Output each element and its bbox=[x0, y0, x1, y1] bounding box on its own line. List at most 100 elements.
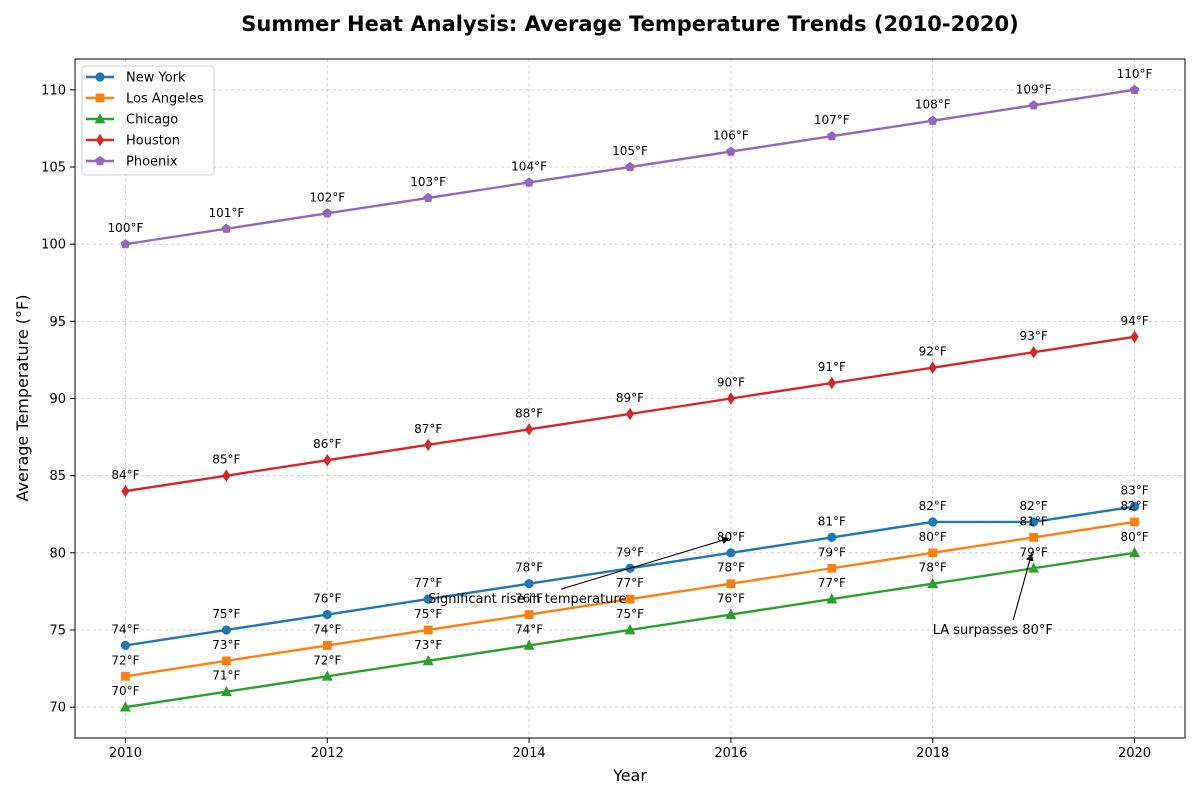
data-label: 79°F bbox=[1020, 545, 1048, 559]
data-label: 86°F bbox=[313, 437, 341, 451]
data-point bbox=[524, 579, 534, 589]
y-tick-label: 80 bbox=[49, 546, 66, 561]
data-point bbox=[524, 610, 534, 619]
data-point bbox=[1029, 345, 1038, 359]
data-point bbox=[524, 177, 534, 187]
data-label: 107°F bbox=[814, 113, 850, 127]
data-label: 76°F bbox=[717, 592, 745, 606]
data-label: 77°F bbox=[616, 576, 644, 590]
data-label: 81°F bbox=[818, 514, 846, 528]
data-point bbox=[1029, 532, 1039, 542]
data-point bbox=[726, 392, 735, 405]
legend-item: Los Angeles bbox=[86, 92, 204, 107]
data-point bbox=[220, 685, 232, 697]
legend-box bbox=[81, 65, 215, 176]
data-point bbox=[221, 625, 231, 635]
data-point bbox=[928, 361, 937, 374]
data-label: 76°F bbox=[515, 592, 543, 606]
x-tick-label: 2014 bbox=[513, 746, 546, 761]
data-label: 83°F bbox=[1120, 484, 1148, 498]
data-point bbox=[928, 517, 938, 527]
legend-label: Chicago bbox=[126, 113, 178, 128]
data-point bbox=[221, 656, 231, 666]
y-tick-label: 85 bbox=[49, 469, 66, 484]
axis-ticks: 2010 2012 2014 2016 2018 2020 70 75 80 85 90 95 100 1… bbox=[41, 83, 1151, 761]
data-point bbox=[424, 438, 433, 452]
annotation-arrow bbox=[1012, 553, 1034, 621]
data-point bbox=[625, 407, 635, 421]
data-label: 70°F bbox=[111, 684, 139, 698]
data-label: 82°F bbox=[1020, 499, 1048, 513]
data-point bbox=[928, 548, 938, 558]
data-point bbox=[1130, 330, 1139, 344]
annotation-text: LA surpasses 80°F bbox=[933, 623, 1053, 638]
data-point bbox=[1028, 100, 1039, 110]
x-tick-label: 2010 bbox=[109, 746, 142, 761]
legend-item: Houston bbox=[86, 134, 180, 149]
x-tick-label: 2012 bbox=[311, 746, 344, 761]
data-label: 78°F bbox=[717, 561, 745, 575]
data-point bbox=[927, 577, 939, 589]
data-label: 105°F bbox=[612, 144, 648, 158]
data-point bbox=[625, 161, 635, 172]
data-label: 101°F bbox=[208, 206, 244, 220]
data-label: 77°F bbox=[414, 576, 442, 590]
data-point bbox=[1028, 562, 1040, 573]
data-label: 79°F bbox=[616, 545, 644, 559]
legend-label: Los Angeles bbox=[126, 92, 204, 107]
data-label: 84°F bbox=[111, 468, 139, 482]
data-label: 103°F bbox=[410, 175, 446, 189]
data-point bbox=[121, 671, 130, 681]
data-label: 74°F bbox=[111, 622, 139, 636]
data-label: 72°F bbox=[313, 653, 341, 667]
data-label: 73°F bbox=[212, 638, 240, 652]
legend-marker bbox=[95, 133, 105, 147]
x-tick-label: 2018 bbox=[916, 746, 949, 761]
data-label: 76°F bbox=[313, 592, 341, 606]
data-point bbox=[725, 608, 737, 619]
data-point bbox=[121, 484, 130, 498]
data-label: 88°F bbox=[515, 406, 543, 420]
data-point bbox=[322, 641, 332, 650]
data-label: 93°F bbox=[1020, 329, 1048, 343]
data-point bbox=[826, 131, 837, 141]
data-label: 81°F bbox=[1020, 514, 1048, 528]
data-point bbox=[423, 594, 433, 604]
data-point bbox=[826, 593, 838, 604]
data-point bbox=[221, 223, 232, 233]
data-point bbox=[1130, 517, 1139, 527]
data-labels: 74°F75°F76°F77°F78°F79°F80°F81°F82°F 82°F… bbox=[108, 67, 1153, 698]
data-label: 77°F bbox=[818, 576, 846, 590]
data-label: 104°F bbox=[511, 159, 547, 173]
data-point bbox=[423, 625, 433, 635]
data-label: 108°F bbox=[915, 98, 951, 112]
data-point bbox=[423, 192, 434, 203]
data-label: 75°F bbox=[212, 607, 240, 621]
data-point bbox=[1029, 517, 1039, 527]
legend-label: New York bbox=[126, 71, 186, 86]
data-label: 87°F bbox=[414, 422, 442, 436]
data-label: 80°F bbox=[717, 530, 745, 544]
legend-item: Phoenix bbox=[86, 155, 178, 170]
y-axis-label: Average Temperature (°F) bbox=[13, 295, 32, 502]
data-label: 74°F bbox=[313, 622, 341, 636]
data-point bbox=[827, 532, 837, 542]
series-los-angeles bbox=[121, 517, 1139, 681]
series-phoenix bbox=[120, 84, 1140, 249]
data-point bbox=[120, 239, 131, 249]
data-point bbox=[523, 639, 535, 650]
data-label: 80°F bbox=[919, 530, 947, 544]
y-tick-label: 110 bbox=[41, 83, 66, 98]
legend-marker bbox=[95, 155, 105, 166]
y-tick-label: 75 bbox=[49, 623, 66, 638]
data-label: 109°F bbox=[1016, 82, 1052, 96]
data-point bbox=[323, 453, 332, 467]
data-label: 94°F bbox=[1120, 314, 1148, 328]
data-point bbox=[927, 115, 938, 125]
annotation: Significant rise in temperature bbox=[428, 536, 730, 607]
legend-marker bbox=[95, 93, 105, 103]
data-point bbox=[726, 548, 736, 558]
legend-marker bbox=[94, 113, 106, 124]
data-label: 71°F bbox=[212, 669, 240, 683]
data-point bbox=[827, 563, 837, 573]
